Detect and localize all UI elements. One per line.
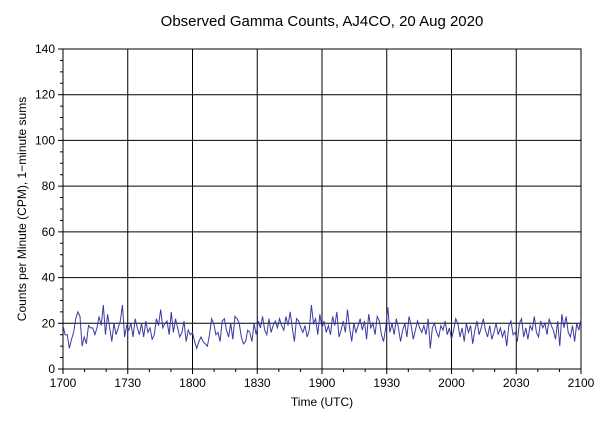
x-tick-label: 1800	[179, 376, 206, 390]
x-tick-label: 1730	[114, 376, 141, 390]
y-tick-label: 120	[35, 88, 55, 102]
y-tick-label: 60	[42, 225, 56, 239]
y-tick-label: 80	[42, 179, 56, 193]
x-tick-label: 1830	[244, 376, 271, 390]
x-tick-label: 2000	[438, 376, 465, 390]
x-axis-label: Time (UTC)	[291, 395, 353, 409]
series-line	[62, 304, 582, 351]
y-tick-label: 40	[42, 271, 56, 285]
y-tick-label: 0	[48, 362, 55, 376]
y-axis: 0 20 40 60 80 100 120 140	[35, 42, 63, 376]
x-tick-label: 1900	[309, 376, 336, 390]
y-axis-label: Counts per Minute (CPM), 1−minute sums	[15, 97, 29, 321]
x-tick-label: 2030	[503, 376, 530, 390]
chart-title: Observed Gamma Counts, AJ4CO, 20 Aug 202…	[161, 13, 484, 30]
y-tick-label: 140	[35, 42, 55, 56]
y-tick-label: 100	[35, 133, 55, 147]
x-axis: 1700 1730 1800 1830 1900 1930 2000 2030 2100	[50, 369, 595, 390]
grid-lines	[62, 48, 582, 370]
x-tick-label: 1700	[50, 376, 77, 390]
y-tick-label: 20	[42, 316, 56, 330]
x-tick-label: 2100	[568, 376, 595, 390]
x-tick-label: 1930	[373, 376, 400, 390]
